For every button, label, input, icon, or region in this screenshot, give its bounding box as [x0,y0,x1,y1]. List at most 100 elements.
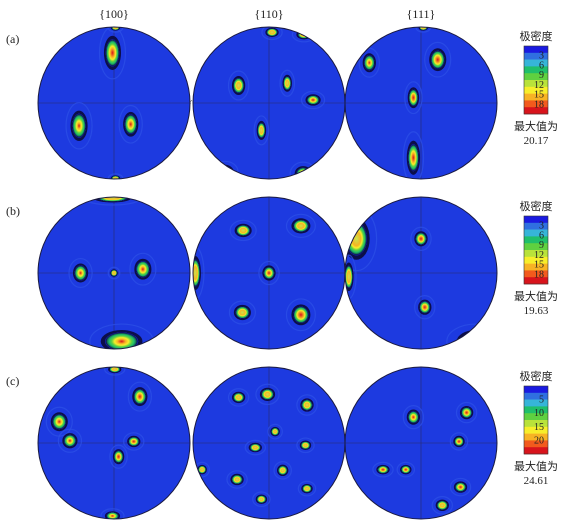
pole-density [236,225,250,236]
legend-tick-label: 20 [534,435,544,446]
pole-figure-border [37,196,191,350]
pole-halo [65,102,93,150]
legend-color-step [524,433,548,441]
pole-density [296,167,311,179]
pole-halo [228,300,256,325]
legend-color-step [524,229,548,237]
pole-halo [252,491,271,508]
pole-figure-b-111 [345,197,497,349]
pole-density [302,484,312,493]
pole-halo [300,90,326,110]
legend-tick-label: 6 [539,230,544,241]
legend-tick-label: 18 [534,269,544,280]
legend-color-step [524,270,548,278]
pole-density [271,427,279,436]
legend-max-value: 19.63 [524,305,549,317]
pole-figure-a-100 [38,27,190,179]
pole-halo [253,115,270,146]
legend-tick-label: 10 [534,408,544,419]
pole-density [297,30,311,39]
pole-density [72,113,86,138]
pole-halo [455,401,478,424]
pole-figure-border [344,366,498,520]
pole-density [105,39,120,67]
pole-density [415,232,427,245]
pole-density [52,414,67,430]
pole-halo [273,461,292,480]
legend-color-step [524,263,548,271]
pole-density [419,27,428,31]
pole-halo [296,437,315,454]
pole-density [233,392,244,402]
pole-halo [123,432,145,451]
column-header-111: {111} [407,7,436,21]
pole-outline [216,164,234,179]
pole-halo [57,428,83,453]
pole-halo [68,257,93,289]
legend-max-label: 最大值为 [514,119,558,133]
pole-figure-b-100 [38,197,190,349]
legend-color-step [524,447,548,455]
pole-density [408,411,419,424]
pole-density [128,436,140,447]
pole-halo [414,295,436,320]
pole-figure-c-111 [345,367,497,519]
pole-halo [424,41,452,78]
pole-outline [456,330,495,349]
pole-density [235,306,250,319]
legend-max-value: 24.61 [524,475,549,487]
legend-color-step [524,73,548,81]
pole-density [408,89,418,107]
pole-halo [297,480,317,497]
pole-figure-c-100 [38,367,190,519]
legend-color-step [524,399,548,407]
pole-density [293,219,309,232]
legend-max-label: 最大值为 [514,289,558,303]
pole-halo [285,213,316,239]
legend-tick-label: 12 [534,80,544,91]
pole-density [278,465,288,475]
pole-halo [402,405,425,430]
pole-density [377,465,389,474]
pole-density [436,500,448,510]
column-header-110: {110} [254,7,283,21]
legend-color-step [524,413,548,421]
pole-halo [104,367,126,376]
pole-halo [227,70,250,101]
pole-density [401,465,411,474]
legend-color-step [524,80,548,88]
legend-title: 极密度 [520,369,553,383]
pole-density [301,399,313,411]
legend-tick-label: 3 [539,221,544,232]
pole-density [231,474,243,485]
pole-density [114,450,124,463]
legend-title: 极密度 [520,29,553,43]
pole-figure-border [344,196,498,350]
legend-tick-label: 15 [534,422,544,433]
pole-halo [109,444,128,469]
legend-color-step [524,66,548,74]
pole-halo [98,27,127,80]
pole-figure-a-110 [193,27,345,179]
legend-tick-label: 15 [534,260,544,271]
pole-density [111,175,120,179]
legend-bar-border [523,45,549,115]
pole-density [193,259,200,287]
pole-density [74,265,87,281]
pole-halo [129,252,157,286]
pole-halo [431,496,453,515]
pole-density [345,265,353,289]
legend-color-step [524,46,548,54]
pole-density [283,76,292,91]
legend-c: 极密度 5 10 15 20 最大值为 24.61 [514,369,558,487]
row-label-b: (b) [6,204,20,218]
pole-density [461,407,472,418]
pole-density [124,114,137,135]
pole-halo [285,298,316,332]
legend-color-step [524,100,548,108]
pole-density [266,28,278,37]
legend-color-step [524,86,548,94]
legend-max-label: 最大值为 [514,459,558,473]
pole-figure-panels [37,26,498,520]
